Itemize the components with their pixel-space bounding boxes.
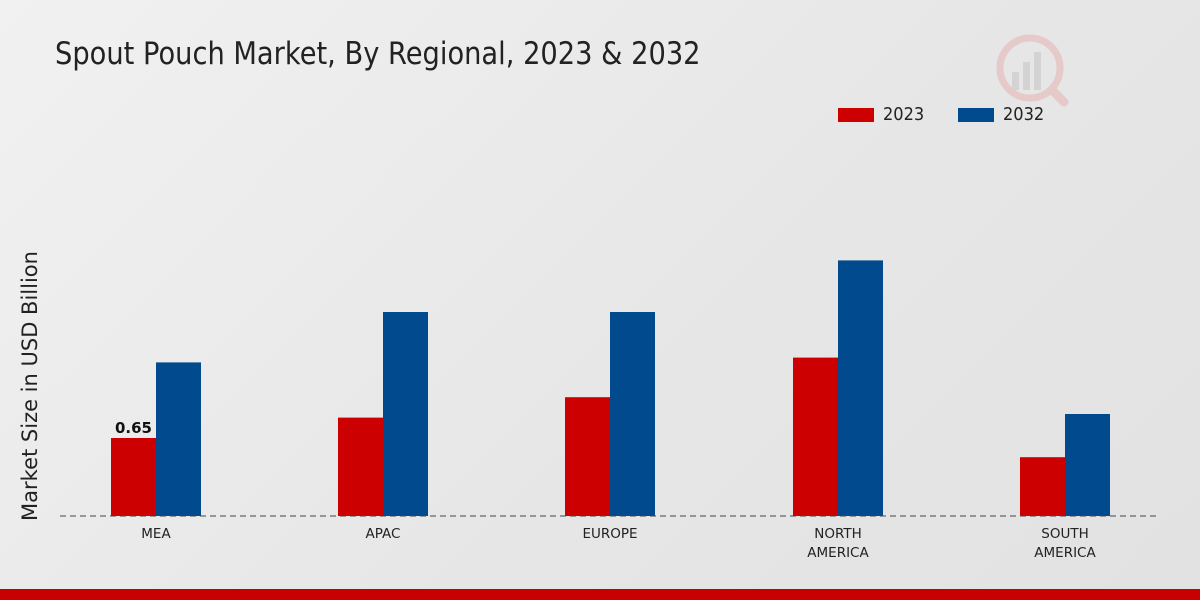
bar-south-america-2023 <box>1020 457 1065 516</box>
legend-label-2032: 2032 <box>1003 104 1045 125</box>
legend-swatch-2023 <box>838 107 874 122</box>
bar-north-america-2032 <box>838 260 883 516</box>
bar-europe-2023 <box>565 397 610 516</box>
brand-logo <box>996 32 1070 108</box>
legend-item-2032: 2032 <box>958 104 1049 125</box>
bar-mea-2032 <box>156 362 201 516</box>
legend-swatch-2032 <box>958 107 994 122</box>
data-label-mea-2023: 0.65 <box>115 419 152 437</box>
bar-mea-2023 <box>111 438 156 516</box>
footer-accent-bar <box>0 589 1200 600</box>
x-tick-label-apac: APAC <box>366 526 401 542</box>
x-tick-label-north-america: NORTH AMERICA <box>807 526 869 561</box>
x-tick-label-south-america: SOUTH AMERICA <box>1034 526 1096 561</box>
chart-title: Spout Pouch Market, By Regional, 2023 & … <box>55 36 701 72</box>
x-tick-label-europe: EUROPE <box>582 526 637 542</box>
bar-apac-2023 <box>338 417 383 516</box>
bar-north-america-2023 <box>793 357 838 516</box>
x-tick-label-mea: MEA <box>141 526 171 542</box>
bar-apac-2032 <box>383 312 428 516</box>
legend-label-2023: 2023 <box>883 104 925 125</box>
legend-item-2023: 2023 <box>838 104 929 125</box>
bar-south-america-2032 <box>1065 414 1110 516</box>
bar-europe-2032 <box>610 312 655 516</box>
